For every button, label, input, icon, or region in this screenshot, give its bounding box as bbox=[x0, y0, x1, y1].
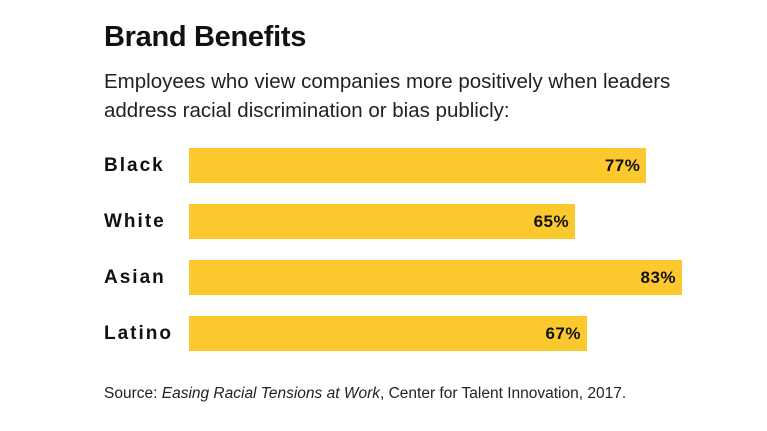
chart-subtitle-line-2: address racial discrimination or bias pu… bbox=[104, 99, 510, 122]
bar-latino bbox=[189, 316, 587, 351]
bar-asian bbox=[189, 260, 683, 295]
category-label-white: White bbox=[104, 210, 166, 232]
chart-title: Brand Benefits bbox=[104, 21, 307, 53]
source-work-title: Easing Racial Tensions at Work bbox=[161, 385, 380, 402]
value-label-latino: 67% bbox=[545, 324, 581, 343]
category-label-latino: Latino bbox=[104, 322, 173, 344]
source-prefix: Source: bbox=[104, 385, 162, 402]
category-label-asian: Asian bbox=[104, 266, 166, 288]
chart-subtitle-line-1: Employees who view companies more positi… bbox=[104, 70, 671, 93]
bar-white bbox=[189, 204, 576, 239]
bar-black bbox=[189, 148, 647, 183]
value-label-white: 65% bbox=[533, 212, 570, 231]
source-suffix: , Center for Talent Innovation, 2017. bbox=[379, 385, 627, 402]
chart-subtitle: Employees who view companies more positi… bbox=[104, 67, 724, 125]
category-label-black: Black bbox=[104, 154, 165, 176]
source-note: Source: Easing Racial Tensions at Work, … bbox=[104, 384, 626, 404]
value-label-asian: 83% bbox=[640, 268, 677, 287]
value-label-black: 77% bbox=[604, 156, 641, 175]
